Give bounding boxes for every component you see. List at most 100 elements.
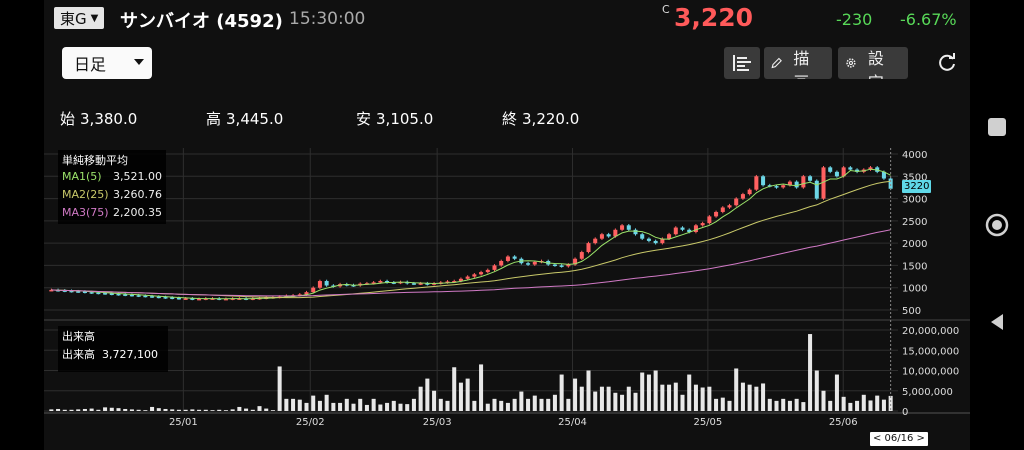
candle-body xyxy=(432,283,437,285)
volume-bar xyxy=(163,408,168,411)
candle-body xyxy=(834,171,839,177)
volume-bar xyxy=(855,400,860,411)
home-icon[interactable] xyxy=(984,212,1010,238)
volume-bar xyxy=(687,374,692,411)
volume-bar xyxy=(244,408,249,411)
period-select[interactable]: 日足 xyxy=(62,47,152,79)
volume-bar xyxy=(304,402,309,411)
volume-legend: 出来高 出来高 3,727,100 xyxy=(58,326,168,372)
candle-body xyxy=(801,176,806,188)
x-tick-label: 25/01 xyxy=(169,417,198,428)
price-tick-label: 2000 xyxy=(902,239,927,250)
volume-bar xyxy=(640,372,645,411)
volume-bar xyxy=(512,398,517,411)
close-value: 3,220.0 xyxy=(522,110,580,128)
candle-body xyxy=(418,283,423,285)
recent-apps-icon[interactable] xyxy=(988,118,1006,136)
period-label: 日足 xyxy=(74,55,107,74)
candle-body xyxy=(391,282,396,284)
volume-bar xyxy=(754,386,759,411)
ma-legend-title: 単純移動平均 xyxy=(62,154,128,167)
volume-bar xyxy=(814,370,819,411)
volume-bar xyxy=(801,402,806,411)
back-triangle-icon xyxy=(991,314,1003,330)
volume-tick-label: 0 xyxy=(902,407,908,418)
candle-body xyxy=(868,167,873,170)
ma3-line xyxy=(51,229,891,297)
candle-body xyxy=(371,282,376,284)
candle-body xyxy=(479,272,484,275)
volume-bar xyxy=(250,409,255,411)
volume-bar xyxy=(398,403,403,411)
volume-bar xyxy=(371,398,376,411)
volume-bar xyxy=(197,409,202,411)
volume-bar xyxy=(499,400,504,411)
candle-body xyxy=(687,229,692,232)
ma1-value: 3,521.00 xyxy=(113,170,162,183)
candle-body xyxy=(814,180,819,199)
candle-body xyxy=(116,293,121,296)
ohlc-close: 終 3,220.0 xyxy=(502,108,584,129)
date-cursor-tag[interactable]: < 06/16 > xyxy=(870,432,928,446)
volume-bar xyxy=(317,400,322,411)
candle-body xyxy=(754,176,759,190)
price-chart[interactable]: 25/01 25/02 25/03 25/04 25/05 25/06 4000 3500 30… xyxy=(44,148,970,450)
refresh-button[interactable] xyxy=(934,50,960,76)
volume-bar xyxy=(492,398,497,411)
volume-bar xyxy=(787,400,792,411)
volume-bar xyxy=(707,386,712,411)
candle-body xyxy=(566,264,571,267)
volume-bar xyxy=(472,400,477,411)
volume-bar xyxy=(391,400,396,411)
candle-body xyxy=(197,298,202,301)
candle-body xyxy=(734,198,739,206)
candle-body xyxy=(109,293,114,296)
candle-body xyxy=(620,225,625,230)
volume-bar xyxy=(573,378,578,411)
volume-bar xyxy=(418,386,423,411)
volume-bar xyxy=(69,409,74,411)
x-tick-label: 25/05 xyxy=(693,417,722,428)
x-tick-label: 25/04 xyxy=(558,417,587,428)
ohlc-open: 始 3,380.0 xyxy=(60,108,142,129)
candle-body xyxy=(714,211,719,217)
back-icon[interactable] xyxy=(988,312,1006,332)
volume-bar xyxy=(129,409,134,411)
volume-bar xyxy=(230,409,235,411)
candle-body xyxy=(156,296,161,299)
volume-bar xyxy=(56,408,61,411)
candle-body xyxy=(626,225,631,230)
candle-body xyxy=(727,205,732,208)
indicator-button[interactable] xyxy=(724,47,760,79)
candle-body xyxy=(136,295,141,297)
candle-body xyxy=(855,169,860,172)
volume-bar xyxy=(452,367,457,411)
candle-body xyxy=(740,194,745,199)
candle-body xyxy=(505,256,510,261)
exchange-select[interactable]: 東G ▼ xyxy=(54,7,105,29)
candle-body xyxy=(532,261,537,265)
volume-bar xyxy=(546,398,551,411)
volume-bar xyxy=(539,398,544,411)
current-price-tag: 3220 xyxy=(902,180,932,193)
candle-body xyxy=(223,298,228,301)
volume-bar xyxy=(519,391,524,411)
volume-bar xyxy=(868,400,873,411)
open-value: 3,380.0 xyxy=(80,110,138,128)
volume-bar xyxy=(203,409,208,411)
volume-bar xyxy=(613,392,618,411)
draw-button[interactable]: 描画 xyxy=(764,47,832,79)
volume-bar xyxy=(291,398,296,411)
x-tick-label: 25/03 xyxy=(423,417,452,428)
volume-bar xyxy=(781,398,786,411)
volume-bar xyxy=(324,394,329,411)
candle-body xyxy=(62,290,67,292)
volume-bar xyxy=(331,402,336,411)
price-tick-label: 500 xyxy=(902,306,921,317)
ohlc-high: 高 3,445.0 xyxy=(206,108,288,129)
volume-bar xyxy=(747,384,752,411)
settings-button[interactable]: 設定 xyxy=(838,47,908,79)
volume-bar xyxy=(385,402,390,411)
volume-bar xyxy=(599,386,604,411)
candle-body xyxy=(512,256,517,259)
